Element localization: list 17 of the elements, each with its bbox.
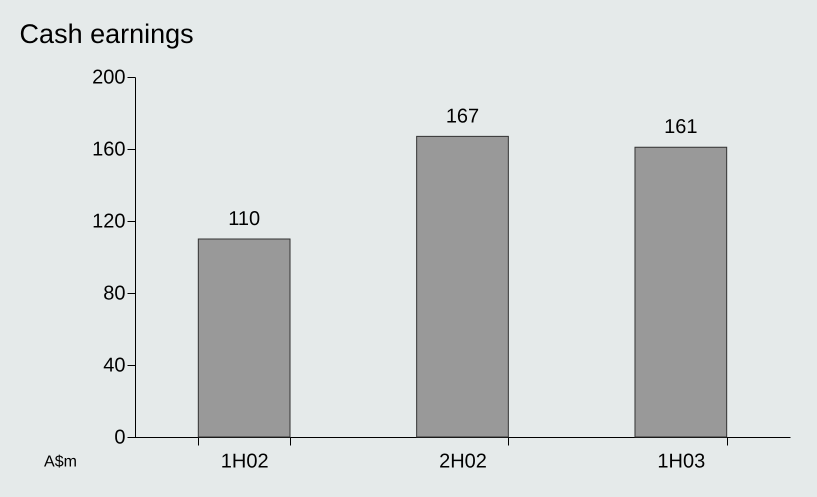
y-tick-label: 120 <box>92 210 126 232</box>
bar <box>416 136 509 438</box>
x-tick-label: 1H02 <box>220 450 269 472</box>
bar <box>634 146 728 438</box>
y-tick-label: 200 <box>92 66 126 88</box>
y-tick-label: 0 <box>114 426 126 448</box>
x-tick-label: 2H02 <box>439 450 487 472</box>
y-tick-label: 160 <box>92 138 126 160</box>
chart-title: Cash earnings <box>20 19 194 49</box>
y-axis-title: A$m <box>44 454 77 470</box>
y-tick-label: 40 <box>103 354 126 376</box>
data-label: 161 <box>664 116 698 138</box>
bar <box>198 238 291 438</box>
data-label: 167 <box>446 105 480 128</box>
y-tick-label: 80 <box>103 282 126 304</box>
data-label: 110 <box>228 208 260 230</box>
x-tick-label: 1H03 <box>657 450 706 472</box>
